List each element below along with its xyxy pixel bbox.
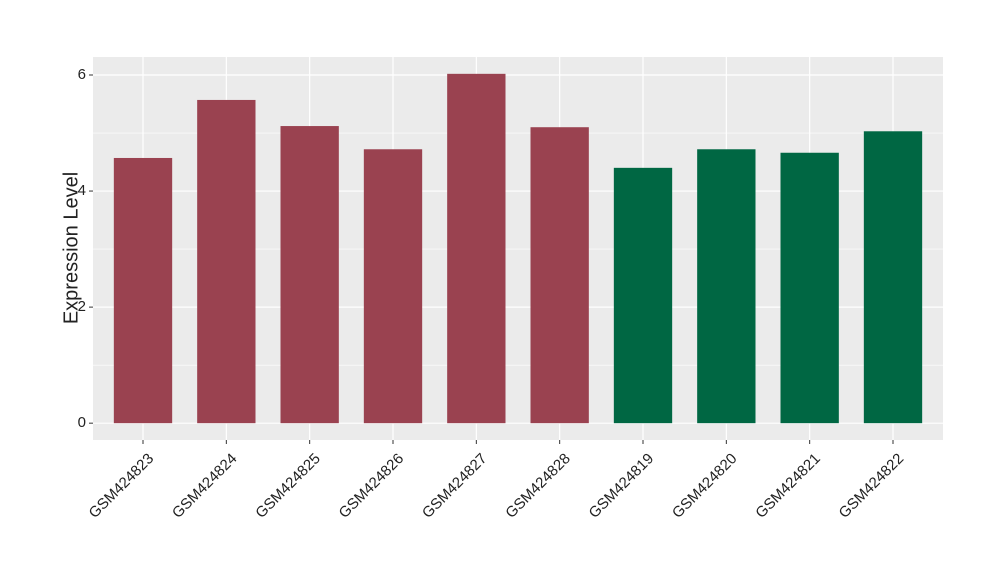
bar bbox=[113, 157, 173, 424]
y-tick-label: 6 bbox=[78, 66, 86, 83]
x-tick-label: GSM424828 bbox=[502, 450, 574, 522]
y-tick-label: 2 bbox=[78, 298, 86, 315]
bar bbox=[697, 149, 756, 424]
x-tick-label: GSM424823 bbox=[86, 450, 158, 522]
bar bbox=[280, 126, 339, 424]
x-tick-label: GSM424819 bbox=[586, 450, 658, 522]
x-tick-label: GSM424826 bbox=[336, 450, 408, 522]
x-tick-label: GSM424825 bbox=[252, 450, 324, 522]
y-tick-label: 0 bbox=[78, 414, 86, 431]
bar bbox=[197, 99, 256, 424]
x-tick-label: GSM424821 bbox=[752, 450, 824, 522]
x-tick-label: GSM424820 bbox=[669, 450, 741, 522]
x-tick-label: GSM424824 bbox=[169, 450, 241, 522]
bar bbox=[363, 149, 423, 424]
y-axis-label: Expression Level bbox=[60, 172, 82, 324]
x-tick-label: GSM424827 bbox=[419, 450, 491, 522]
bar bbox=[780, 152, 839, 424]
bar bbox=[863, 131, 923, 424]
y-tick-label: 4 bbox=[78, 182, 86, 199]
bar bbox=[447, 73, 506, 424]
bar bbox=[530, 127, 589, 424]
bar bbox=[613, 167, 673, 424]
x-tick-label: GSM424822 bbox=[836, 450, 908, 522]
